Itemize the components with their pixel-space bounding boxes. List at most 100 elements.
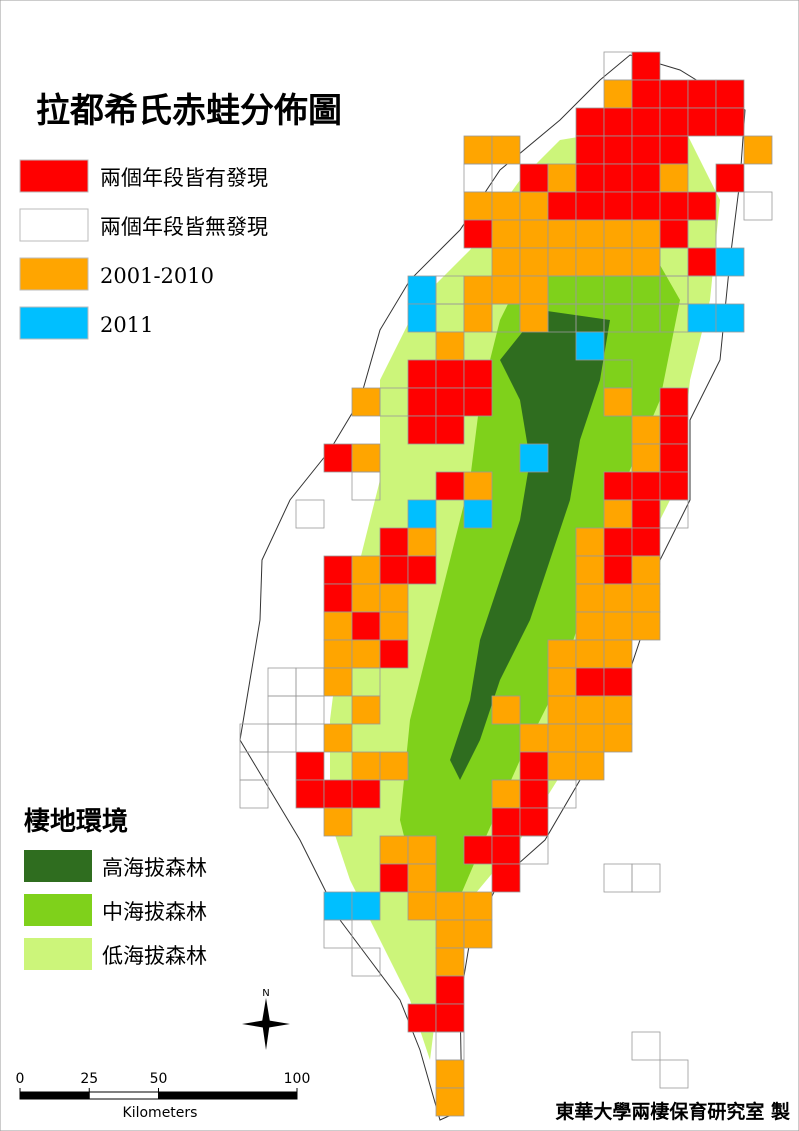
grid-cell xyxy=(323,583,353,613)
grid-cell xyxy=(463,135,493,165)
grid-cell xyxy=(631,527,661,557)
grid-cell xyxy=(631,471,661,501)
grid-cell xyxy=(435,1003,465,1033)
grid-cell xyxy=(659,163,689,193)
grid-cell xyxy=(351,639,381,669)
grid-cell xyxy=(547,303,577,333)
grid-cell xyxy=(603,499,633,529)
grid-cell xyxy=(407,891,437,921)
grid-cell xyxy=(631,79,661,109)
habitat-title: 棲地環境 xyxy=(24,806,128,837)
grid-cell xyxy=(631,415,661,445)
grid-cell xyxy=(603,303,633,333)
grid-cell xyxy=(323,443,353,473)
grid-cell xyxy=(407,499,437,529)
grid-cell xyxy=(519,835,549,865)
grid-cell xyxy=(631,863,661,893)
grid-cell xyxy=(351,779,381,809)
grid-cell xyxy=(323,779,353,809)
grid-cell xyxy=(519,779,549,809)
grid-cell xyxy=(575,667,605,697)
grid-cell xyxy=(659,247,689,277)
grid-cell xyxy=(575,163,605,193)
grid-cell xyxy=(435,891,465,921)
grid-cell xyxy=(575,303,605,333)
grid-cell xyxy=(267,723,297,753)
grid-cell xyxy=(519,275,549,305)
grid-cell xyxy=(407,415,437,445)
grid-cell xyxy=(351,387,381,417)
grid-cell xyxy=(435,1031,465,1061)
scale-segment xyxy=(158,1091,298,1100)
grid-cell xyxy=(575,695,605,725)
grid-cell xyxy=(659,303,689,333)
grid-cell xyxy=(603,583,633,613)
grid-cell xyxy=(519,807,549,837)
grid-cell xyxy=(519,303,549,333)
grid-cell xyxy=(435,919,465,949)
grid-cell xyxy=(379,583,409,613)
grid-cell xyxy=(659,107,689,137)
grid-cell xyxy=(603,695,633,725)
grid-cell xyxy=(603,555,633,585)
legend-label: 2001-2010 xyxy=(100,264,214,288)
grid-cell xyxy=(659,191,689,221)
grid-cell xyxy=(603,527,633,557)
grid-cell xyxy=(631,247,661,277)
grid-cell xyxy=(379,527,409,557)
grid-cell xyxy=(239,779,269,809)
grid-cell xyxy=(631,219,661,249)
grid-cell xyxy=(603,639,633,669)
grid-cell xyxy=(547,779,577,809)
north-arrow-cross xyxy=(242,1020,290,1028)
habitat-swatch xyxy=(24,894,92,926)
habitat-swatch xyxy=(24,938,92,970)
grid-cell xyxy=(687,303,717,333)
grid-cell xyxy=(631,135,661,165)
grid-cell xyxy=(631,303,661,333)
grid-cell xyxy=(351,947,381,977)
grid-cell xyxy=(463,163,493,193)
grid-cell xyxy=(631,443,661,473)
grid-cell xyxy=(323,919,353,949)
grid-cell xyxy=(407,555,437,585)
grid-cell xyxy=(603,723,633,753)
north-label: N xyxy=(262,988,269,999)
grid-cell xyxy=(659,443,689,473)
habitat-label: 低海拔森林 xyxy=(102,944,207,968)
grid-cell xyxy=(435,415,465,445)
grid-cell xyxy=(575,247,605,277)
grid-cell xyxy=(351,611,381,641)
grid-cell xyxy=(435,975,465,1005)
grid-cell xyxy=(547,163,577,193)
grid-cell xyxy=(687,79,717,109)
habitat-label: 高海拔森林 xyxy=(102,856,207,880)
scale-unit: Kilometers xyxy=(123,1105,198,1121)
grid-cell xyxy=(519,247,549,277)
grid-cell xyxy=(407,527,437,557)
grid-cell xyxy=(603,191,633,221)
grid-cell xyxy=(631,275,661,305)
grid-cell xyxy=(435,303,465,333)
grid-cell xyxy=(575,639,605,669)
grid-cell xyxy=(463,303,493,333)
scale-label: 25 xyxy=(80,1071,98,1087)
grid-cell xyxy=(491,275,521,305)
grid-cell xyxy=(407,1003,437,1033)
scale-segment xyxy=(19,1091,90,1100)
grid-cell xyxy=(435,471,465,501)
grid-cell xyxy=(547,667,577,697)
grid-cell xyxy=(575,583,605,613)
grid-cell xyxy=(463,891,493,921)
grid-cell xyxy=(323,555,353,585)
grid-cell xyxy=(463,919,493,949)
grid-cell xyxy=(323,611,353,641)
grid-cell xyxy=(687,219,717,249)
grid-cell xyxy=(631,107,661,137)
grid-cell xyxy=(715,303,745,333)
grid-cell xyxy=(491,695,521,725)
grid-cell xyxy=(491,219,521,249)
scale-label: 50 xyxy=(150,1071,168,1087)
grid-cell xyxy=(715,107,745,137)
